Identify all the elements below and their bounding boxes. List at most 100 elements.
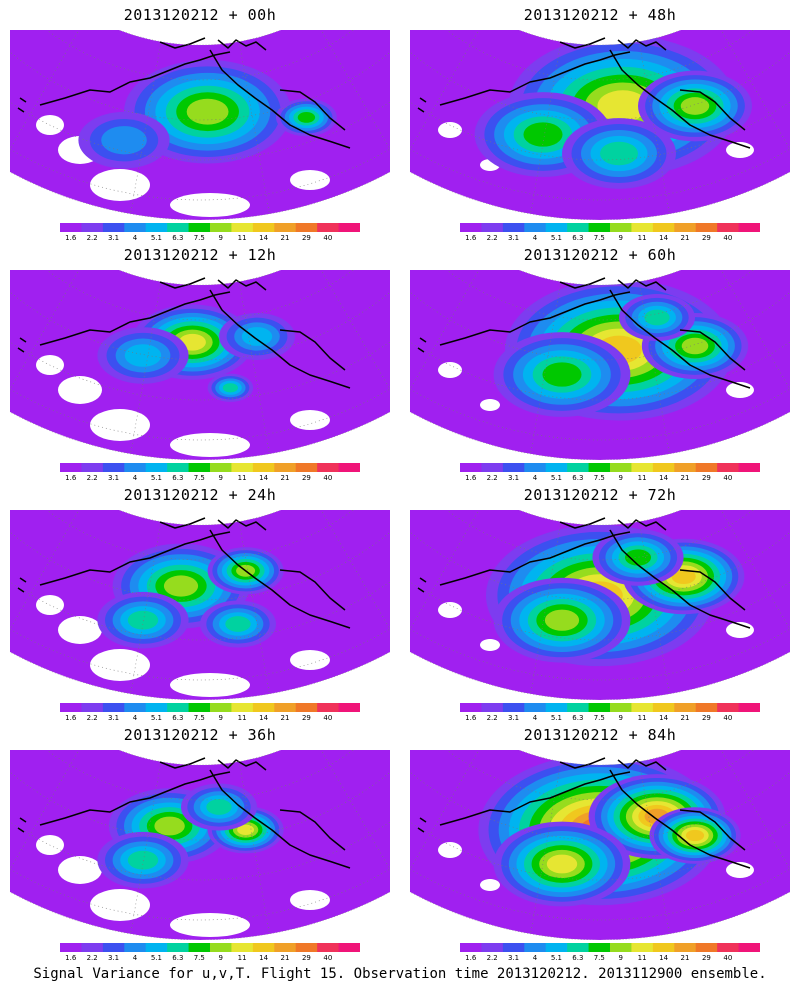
colorbar-tick-label: 29 — [702, 714, 711, 721]
colorbar-tick-label: 1.6 — [465, 954, 477, 961]
colorbar-swatch — [502, 943, 525, 952]
colorbar-swatch — [610, 703, 632, 712]
map-fill — [410, 30, 790, 220]
colorbar-tick-label: 21 — [681, 714, 690, 721]
coastlines — [417, 37, 751, 149]
colorbar-tick-label: 21 — [281, 474, 290, 481]
colorbar-swatch — [524, 463, 547, 472]
colorbar-swatch — [567, 943, 590, 952]
colorbar-swatch — [524, 943, 547, 952]
field-contour — [671, 568, 696, 585]
colorbar-tick-label: 9 — [618, 474, 622, 481]
colorbar-swatch — [481, 943, 504, 952]
coastline — [679, 89, 746, 131]
figure-caption: Signal Variance for u,v,T. Flight 15. Ob… — [33, 966, 767, 982]
latitude-line — [410, 51, 790, 121]
colorbar-tick-label: 21 — [681, 234, 690, 241]
latitude-line — [410, 771, 790, 841]
coastline — [679, 809, 746, 851]
coastline — [17, 577, 27, 593]
colorbar-swatch — [481, 223, 504, 232]
field-gap — [480, 399, 500, 411]
coastlines — [417, 757, 751, 869]
colorbar-tick-label: 29 — [702, 954, 711, 961]
field-contour — [237, 824, 255, 836]
colorbar: 1.6 2.2 3.1 4 5.1 6.3 7.5 9 11 14 21 29 40 — [460, 943, 760, 961]
map-panel: 2013120212 + 00h 1.6 2.2 3.1 4 5.1 6.3 7.5 9 11 14… — [0, 0, 400, 241]
field-contour — [222, 383, 238, 393]
colorbar-tick-label: 29 — [702, 474, 711, 481]
colorbar-swatch — [460, 703, 482, 712]
colorbar-swatch — [274, 463, 297, 472]
colorbar: 1.6 2.2 3.1 4 5.1 6.3 7.5 9 11 14 21 29 40 — [60, 703, 360, 721]
colorbar-swatch — [102, 223, 125, 232]
coastlines — [17, 757, 351, 869]
map-fill — [410, 510, 790, 700]
panel-title: 2013120212 + 60h — [523, 246, 677, 264]
colorbar-swatch — [252, 463, 275, 472]
colorbar-swatch — [481, 463, 504, 472]
colorbar-tick-label: 14 — [259, 474, 268, 481]
coastline — [439, 771, 631, 826]
colorbar-swatch — [188, 223, 211, 232]
colorbar-swatch — [545, 463, 568, 472]
colorbar-swatch — [460, 223, 482, 232]
coastline — [609, 289, 751, 389]
colorbar-swatch — [317, 943, 340, 952]
colorbar-swatch — [588, 943, 611, 952]
colorbar-tick-label: 29 — [702, 234, 711, 241]
colorbar-swatch — [124, 223, 147, 232]
field-gap — [90, 169, 150, 201]
colorbar: 1.6 2.2 3.1 4 5.1 6.3 7.5 9 11 14 21 29 40 — [60, 943, 360, 961]
colorbar-swatch — [124, 703, 147, 712]
colorbar-swatch — [674, 223, 697, 232]
colorbar-swatch — [338, 463, 360, 472]
coastline — [209, 289, 351, 389]
field-gap — [290, 890, 330, 910]
colorbar-swatch — [295, 703, 318, 712]
map-fill — [10, 750, 390, 940]
colorbar-swatch — [588, 703, 611, 712]
colorbar-swatch — [717, 943, 740, 952]
field-contour — [154, 816, 185, 836]
variance-map — [410, 30, 790, 220]
map-border — [10, 30, 390, 220]
map-border — [410, 510, 790, 700]
panel-title: 2013120212 + 72h — [523, 486, 677, 504]
coastline — [679, 329, 746, 371]
coastline — [159, 37, 267, 51]
colorbar-tick-label: 11 — [638, 474, 647, 481]
colorbar-tick-label: 7.5 — [594, 954, 605, 961]
colorbar-swatch — [524, 223, 547, 232]
colorbar-swatch — [652, 463, 675, 472]
map-fill — [10, 30, 390, 220]
colorbar-tick-label: 1.6 — [65, 954, 77, 961]
colorbar-tick-label: 14 — [259, 714, 268, 721]
colorbar-tick-label: 11 — [238, 234, 247, 241]
colorbar-swatch — [81, 223, 104, 232]
variance-map — [10, 510, 390, 700]
colorbar-swatch — [102, 463, 125, 472]
colorbar-tick-label: 21 — [281, 954, 290, 961]
colorbar-swatch — [610, 943, 632, 952]
field-gap — [438, 362, 462, 378]
field-contour — [127, 610, 159, 630]
colorbar-tick-label: 9 — [618, 714, 622, 721]
field-gap — [726, 382, 754, 398]
variance-map — [410, 510, 790, 700]
colorbar-tick-label: 29 — [302, 474, 311, 481]
colorbar-swatch — [145, 223, 168, 232]
colorbar-tick-label: 11 — [638, 714, 647, 721]
coastline — [159, 277, 267, 291]
colorbar-swatch — [317, 223, 340, 232]
field-contour — [685, 829, 705, 842]
coastlines — [17, 277, 351, 389]
colorbar-swatch — [81, 703, 104, 712]
colorbar-swatch — [252, 703, 275, 712]
panel-title: 2013120212 + 12h — [123, 246, 277, 264]
map-border — [410, 30, 790, 220]
coastline — [39, 531, 231, 586]
field-contour — [546, 854, 578, 874]
colorbar-tick-label: 14 — [259, 954, 268, 961]
field-gap — [90, 649, 150, 681]
